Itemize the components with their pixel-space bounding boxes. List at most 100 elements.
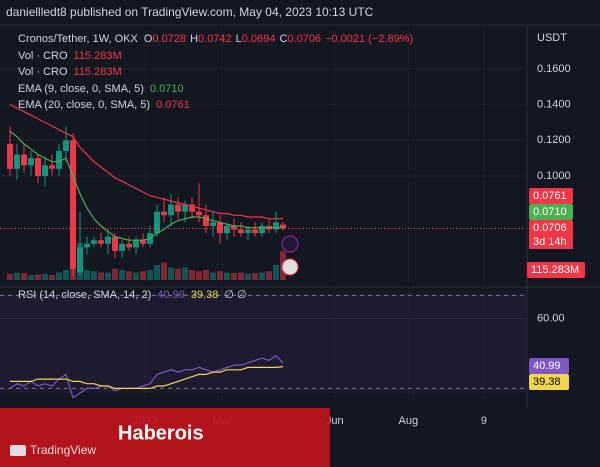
candle-body [112, 236, 119, 251]
watermark: Haberois [118, 422, 204, 444]
ohlc-value: 0.0694 [242, 33, 276, 45]
candle-body [231, 225, 238, 230]
volume-bar [175, 268, 182, 280]
ohlc-value: 0.0742 [198, 33, 232, 45]
volume-bar [28, 275, 35, 280]
y-tick-label: 0.1600 [537, 63, 571, 75]
rsi-tag-text: 40.99 [533, 360, 561, 372]
candle-body [259, 225, 266, 234]
brand: TradingView [30, 443, 96, 457]
x-tick-label: Aug [399, 415, 419, 427]
candle-body [49, 165, 56, 169]
publisher: daniellledt8 published on TradingView.co… [6, 5, 374, 19]
rsi-tag [529, 358, 569, 374]
rsi-line [10, 366, 284, 389]
currency: USDT [537, 32, 567, 44]
volume-bar [84, 270, 91, 280]
countdown: 3d 14h [533, 236, 567, 248]
rsi-pane [0, 293, 527, 393]
volume-bar [91, 271, 98, 280]
rsi-line [9, 355, 284, 399]
volume-bar [217, 271, 224, 280]
volume-bar [56, 272, 63, 280]
ohlc-key: L [236, 33, 242, 45]
price-tag-text: 0.0761 [533, 190, 567, 202]
volume-legend: Vol · CRO [18, 66, 68, 78]
candle-body [21, 154, 28, 166]
alert-icon [281, 235, 299, 253]
price-tag [529, 204, 573, 220]
candle-body [189, 204, 196, 212]
candle-body [14, 154, 21, 169]
volume-bar [182, 267, 189, 280]
rsi-na: ∅ ∅ [224, 289, 246, 301]
rsi-legend: RSI (14, close, SMA, 14, 2) [18, 289, 151, 301]
x-tick-label: 9 [481, 415, 487, 427]
candle-body [175, 204, 182, 212]
candle-body [77, 247, 84, 273]
ema-legend-value: 0.0710 [150, 83, 184, 95]
ema-legend: EMA (20, close, 0, SMA, 5) [18, 99, 150, 111]
ohlc-key: C [279, 33, 287, 45]
volume-bar [7, 273, 14, 280]
rsi-legend-value: 40.99 [157, 289, 185, 301]
volume-bar [231, 273, 238, 280]
volume-bar [98, 272, 105, 280]
volume-bar [238, 272, 245, 280]
price-tag-text: 0.0710 [533, 206, 567, 218]
rsi-tick-label: 60.00 [537, 312, 565, 324]
candle-body [42, 165, 49, 176]
volume-bar [126, 271, 133, 280]
candle-body [245, 229, 252, 234]
volume-bar [266, 271, 273, 280]
y-tick-label: 0.1200 [537, 134, 571, 146]
candle-body [98, 240, 105, 244]
volume-tag-text: 115.283M [531, 264, 579, 276]
ohlc-key: H [190, 33, 198, 45]
ohlc-value: 0.0728 [152, 33, 186, 45]
ema-line [9, 130, 283, 241]
candle-body [196, 211, 203, 216]
candle-body [252, 229, 259, 234]
volume-bar [154, 265, 161, 280]
candle-body [273, 222, 280, 230]
watermark-banner [0, 408, 330, 467]
candle-body [161, 211, 168, 216]
candle-body [203, 215, 210, 226]
volume-bar [252, 273, 259, 280]
candle-body [91, 240, 98, 244]
volume-bar [105, 272, 112, 280]
candle-body [238, 229, 245, 234]
volume-legend-value: 115.283M [74, 66, 122, 78]
volume-bar [140, 271, 147, 280]
price-tag-text: 0.0706 [533, 222, 567, 234]
candle-body [224, 225, 231, 234]
volume-bar [42, 273, 49, 280]
volume-tag [527, 262, 585, 278]
rsi-legend-value: 39.38 [191, 289, 219, 301]
candle-body [182, 204, 189, 212]
volume-bar [168, 267, 175, 280]
ema-legend-value: 0.0761 [156, 99, 190, 111]
x-tick-label: Jun [326, 415, 344, 427]
candle-body [217, 222, 224, 234]
symbol: Cronos/Tether, 1W, OKX [18, 33, 138, 45]
volume-bar [119, 270, 126, 280]
candle-body [84, 243, 91, 248]
candle-body [7, 143, 14, 169]
candle-body [140, 240, 147, 244]
volume-bar [259, 272, 266, 280]
rsi-tag-text: 39.38 [533, 376, 561, 388]
brand-logo [10, 445, 26, 456]
candle-body [56, 151, 63, 169]
candle-body [119, 243, 126, 251]
change: −0.0021 (−2.89%) [325, 33, 413, 45]
volume-bar [196, 271, 203, 280]
candle-body [63, 140, 70, 152]
flag-icon [281, 258, 299, 276]
volume-legend: Vol · CRO [18, 50, 68, 62]
candle-body [210, 222, 217, 226]
candle-body [35, 158, 42, 176]
volume-bar [273, 265, 280, 280]
